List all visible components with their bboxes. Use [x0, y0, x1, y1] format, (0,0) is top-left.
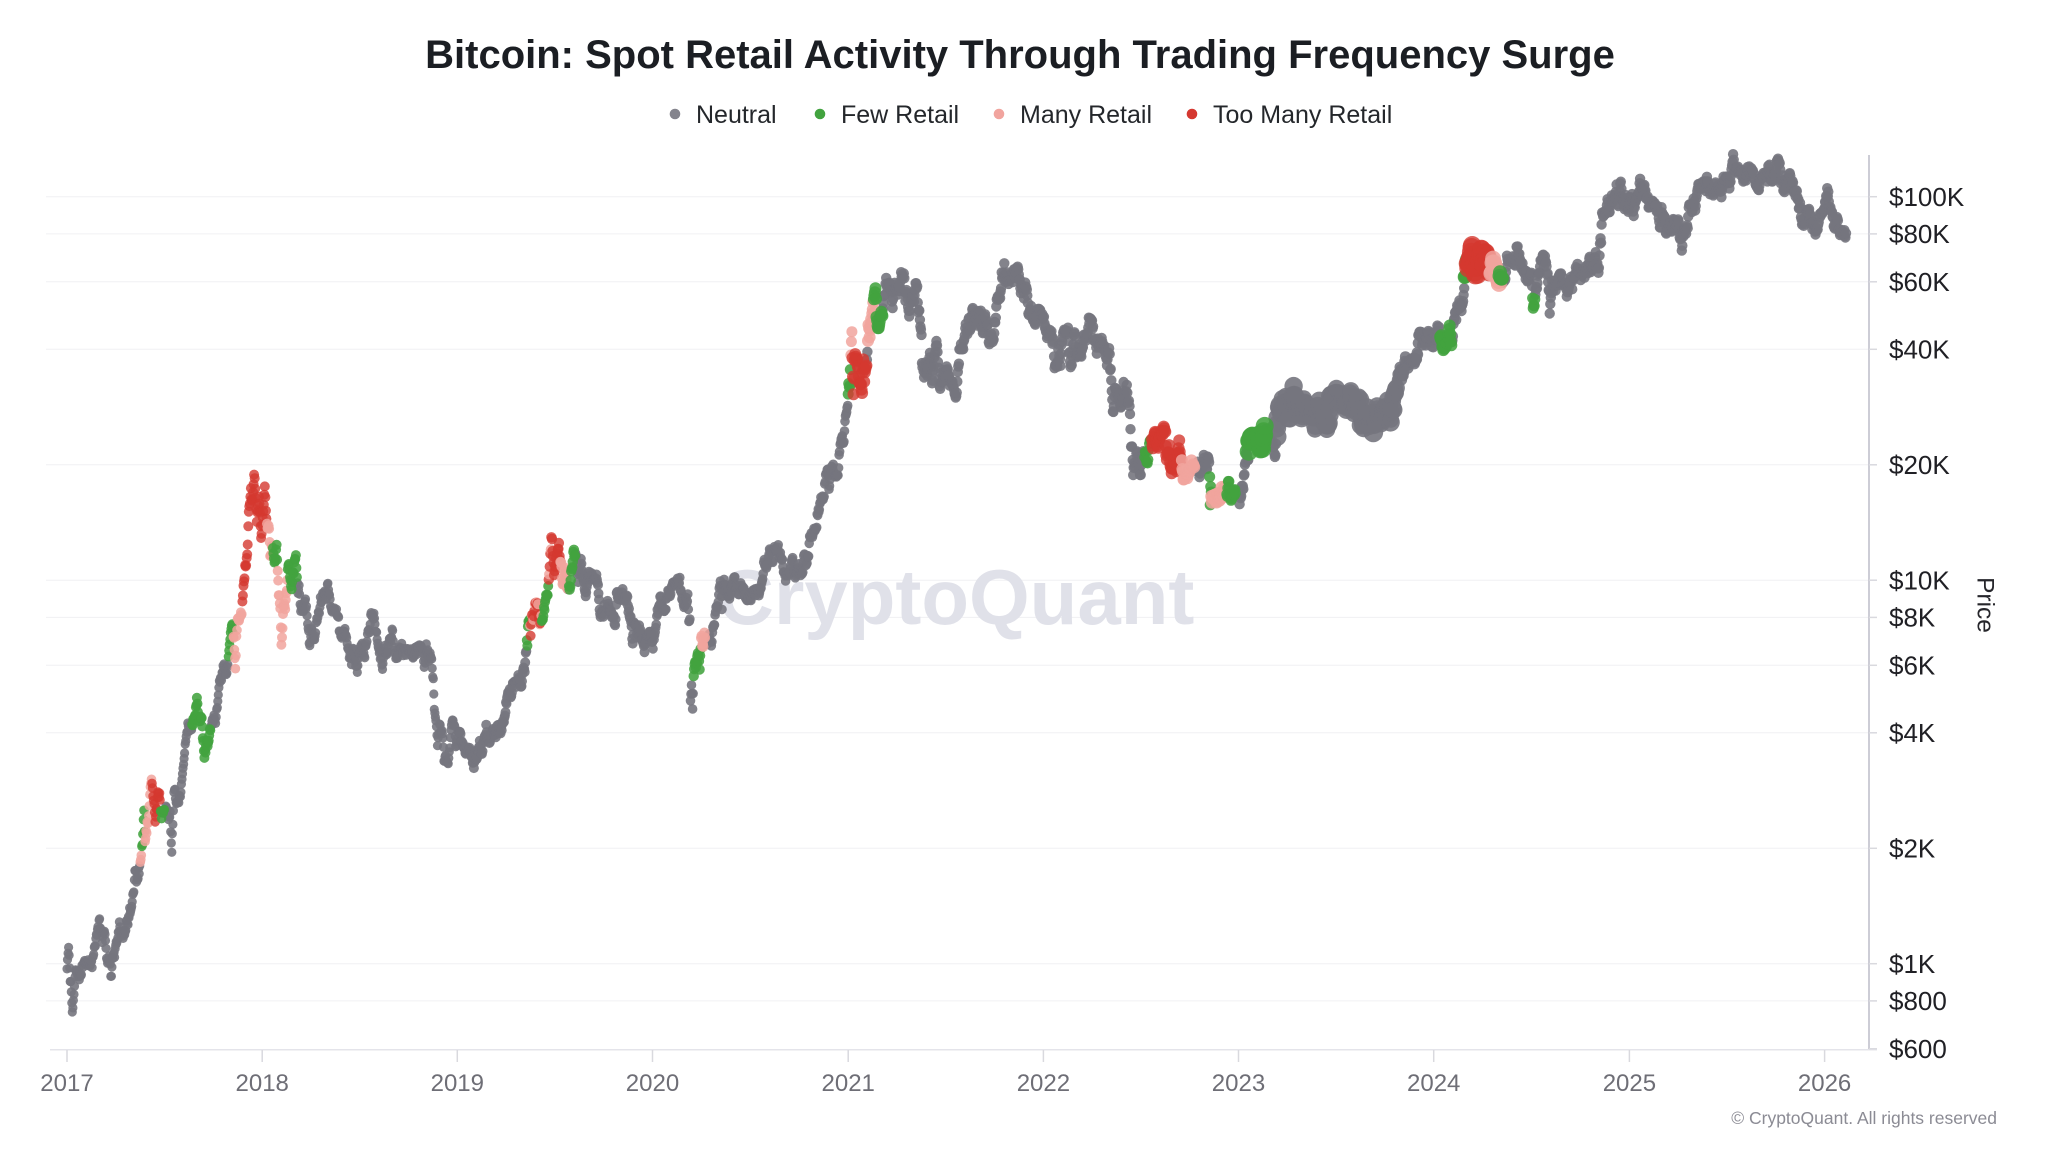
svg-text:$6K: $6K: [1889, 651, 1936, 681]
svg-text:$2K: $2K: [1889, 834, 1936, 864]
svg-text:$60K: $60K: [1889, 267, 1950, 297]
svg-text:2020: 2020: [626, 1070, 679, 1097]
svg-text:2024: 2024: [1407, 1070, 1460, 1097]
svg-text:$20K: $20K: [1889, 450, 1950, 480]
svg-text:© CryptoQuant. All rights rese: © CryptoQuant. All rights reserved: [1731, 1108, 1997, 1128]
svg-text:2021: 2021: [822, 1070, 875, 1097]
svg-text:2018: 2018: [236, 1070, 289, 1097]
svg-text:$4K: $4K: [1889, 718, 1936, 748]
svg-text:Too Many Retail: Too Many Retail: [1213, 101, 1392, 129]
svg-text:Bitcoin: Spot Retail Activity: Bitcoin: Spot Retail Activity Through Tr…: [425, 33, 1615, 77]
svg-text:$1K: $1K: [1889, 949, 1936, 979]
svg-text:Price: Price: [1972, 577, 1999, 633]
svg-text:$800: $800: [1889, 986, 1947, 1016]
svg-text:2019: 2019: [431, 1070, 484, 1097]
svg-text:2022: 2022: [1017, 1070, 1070, 1097]
svg-text:2026: 2026: [1798, 1070, 1851, 1097]
svg-text:$40K: $40K: [1889, 335, 1950, 365]
svg-text:$600: $600: [1889, 1034, 1947, 1064]
svg-text:2017: 2017: [40, 1070, 93, 1097]
svg-text:$80K: $80K: [1889, 219, 1950, 249]
svg-text:Neutral: Neutral: [696, 101, 777, 129]
svg-text:Many Retail: Many Retail: [1020, 101, 1152, 129]
svg-text:$8K: $8K: [1889, 603, 1936, 633]
svg-text:2023: 2023: [1212, 1070, 1265, 1097]
svg-text:2025: 2025: [1603, 1070, 1656, 1097]
svg-text:$100K: $100K: [1889, 182, 1965, 212]
svg-text:Few Retail: Few Retail: [841, 101, 959, 129]
svg-text:$10K: $10K: [1889, 566, 1950, 596]
